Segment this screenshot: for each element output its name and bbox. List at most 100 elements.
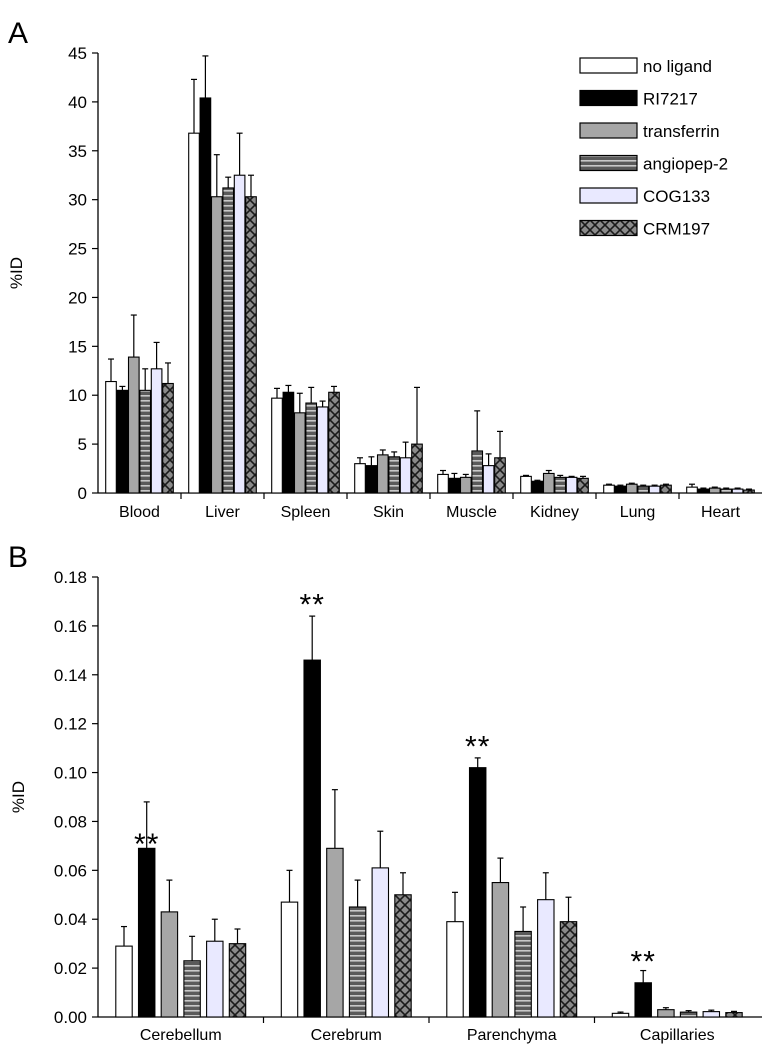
panel-a-y-tick-label: 20 (68, 288, 87, 307)
panel-b-bar-capillaries-crm197 (725, 1012, 743, 1018)
panel-b-bar-cerebellum-angiopep-2 (183, 960, 201, 1018)
panel-b-y-tick-label: 0.00 (54, 1008, 87, 1027)
panel-b-y-tick-label: 0.10 (54, 764, 87, 783)
panel-a-bar-spleen-crm197 (328, 391, 340, 494)
panel-a-bar-muscle-angiopep-2 (471, 450, 484, 494)
panel-a-bar-blood-angiopep-2 (139, 389, 152, 494)
legend-label-cog133: COG133 (643, 187, 710, 206)
panel-a-bar-muscle-cog133 (482, 465, 495, 494)
panel-a-bar-liver-ri7217 (199, 97, 212, 494)
panel-a-bar-spleen-ri7217 (282, 391, 295, 494)
panel-a-bar-blood-no-ligand (105, 380, 117, 494)
panel-a-y-tick-label: 25 (68, 240, 87, 259)
panel-a-bar-lung-transferrin (625, 483, 638, 494)
legend-swatch-no-ligand (579, 57, 638, 74)
panel-a-chart: A %ID 0 5 10 15 20 25 30 35 40 45 Blood Liver Spleen Sk… (7, 17, 762, 521)
panel-a-bar-heart-no-ligand (686, 486, 698, 494)
panel-a-bar-spleen-transferrin (293, 412, 306, 494)
panel-b-category-label-capillaries: Capillaries (640, 1027, 715, 1044)
panel-a-bar-kidney-angiopep-2 (554, 476, 567, 494)
legend-label-crm197: CRM197 (643, 220, 710, 239)
panel-a-category-label-heart: Heart (701, 504, 741, 521)
legend-label-angiopep-2: angiopep-2 (643, 155, 728, 174)
panel-a-category-label-blood: Blood (119, 504, 160, 521)
panel-a-y-tick-label: 15 (68, 337, 87, 356)
panel-a-category-label-liver: Liver (205, 504, 240, 521)
panel-a-bar-kidney-no-ligand (520, 475, 532, 494)
panel-a-bar-skin-ri7217 (365, 465, 378, 494)
panel-a-bar-heart-crm197 (743, 489, 755, 494)
panel-a-y-tick-label: 40 (68, 93, 87, 112)
panel-b-significance-capillaries: ** (631, 945, 656, 978)
panel-b-chart: B %ID 0.00 0.02 0.04 0.06 0.08 0.10 0.12 0.14 0.16… (8, 541, 762, 1044)
panel-a-y-tick-label: 5 (78, 435, 87, 454)
panel-b-y-tick-label: 0.08 (54, 812, 87, 831)
panel-b-y-tick-label: 0.12 (54, 715, 87, 734)
panel-b-bar-cerebellum-ri7217 (137, 847, 156, 1018)
legend-label-no-ligand: no ligand (643, 57, 712, 76)
legend-swatch-crm197 (579, 219, 638, 237)
panel-a-bar-skin-cog133 (399, 457, 412, 494)
panel-b-bar-parenchyma-crm197 (559, 921, 578, 1018)
panel-a-bar-skin-angiopep-2 (388, 456, 401, 494)
panel-b-bar-parenchyma-cog133 (537, 899, 555, 1018)
panel-a-bar-lung-angiopep-2 (637, 485, 650, 494)
panel-a-y-tick-label: 30 (68, 191, 87, 210)
panel-b-letter: B (8, 541, 28, 574)
panel-a-bar-spleen-angiopep-2 (305, 402, 318, 494)
panel-a-y-axis-title: %ID (7, 257, 26, 289)
panel-a-bar-heart-ri7217 (697, 488, 710, 494)
panel-b-bar-parenchyma-transferrin (491, 882, 510, 1018)
panel-a-bar-blood-crm197 (162, 382, 174, 494)
legend-swatch-cog133 (579, 187, 638, 204)
panel-b-y-axis-title: %ID (9, 781, 28, 813)
panel-b-bar-cerebrum-transferrin (326, 847, 344, 1018)
panel-b-y-tick-label: 0.06 (54, 861, 87, 880)
legend-swatch-transferrin (579, 122, 638, 139)
panel-a-bar-muscle-crm197 (494, 457, 506, 494)
panel-a-y-tick-label: 45 (68, 44, 87, 63)
panel-a-category-label-muscle: Muscle (446, 504, 497, 521)
panel-a-bar-liver-cog133 (233, 174, 246, 494)
panel-a-bar-muscle-transferrin (459, 476, 472, 494)
panel-a-category-label-spleen: Spleen (281, 504, 331, 521)
panel-a-bar-liver-crm197 (245, 196, 257, 494)
panel-b-bar-capillaries-cog133 (702, 1011, 721, 1018)
panel-b-bar-cerebrum-ri7217 (303, 659, 321, 1018)
panel-a-bar-blood-ri7217 (116, 389, 129, 494)
panel-b-y-tick-label: 0.02 (54, 959, 87, 978)
panel-a-bar-skin-crm197 (411, 443, 423, 494)
legend-swatch-angiopep-2 (579, 154, 638, 172)
panel-a-bar-heart-angiopep-2 (720, 488, 733, 494)
panel-a-letter: A (8, 17, 28, 50)
panel-a-y-tick-label: 35 (68, 142, 87, 161)
panel-a-bar-spleen-no-ligand (271, 397, 283, 494)
panel-a-bar-lung-ri7217 (614, 485, 627, 494)
panel-b-y-tick-label: 0.04 (54, 910, 87, 929)
panel-a-y-tick-label: 10 (68, 386, 87, 405)
panel-b-bar-parenchyma-ri7217 (468, 767, 487, 1018)
panel-a-bar-blood-cog133 (150, 368, 163, 494)
panel-b-bar-cerebrum-cog133 (371, 867, 390, 1018)
panel-b-bar-capillaries-no-ligand (611, 1012, 630, 1018)
panel-b-bar-capillaries-transferrin (657, 1009, 675, 1018)
panel-b-significance-cerebellum: ** (134, 828, 159, 861)
panel-a-bar-muscle-ri7217 (448, 477, 461, 494)
panel-a-bar-kidney-cog133 (565, 476, 578, 494)
panel-b-bar-parenchyma-angiopep-2 (514, 930, 532, 1018)
panel-b-bar-parenchyma-no-ligand (446, 921, 464, 1018)
panel-a-bar-kidney-transferrin (542, 472, 555, 494)
panel-a-y-tick-label: 0 (78, 484, 87, 503)
panel-a-bar-liver-no-ligand (188, 132, 200, 494)
legend-swatch-ri7217 (579, 89, 638, 107)
panel-b-bar-cerebellum-crm197 (228, 943, 247, 1018)
panel-a-bar-skin-transferrin (376, 454, 389, 494)
panel-a-bar-muscle-no-ligand (437, 473, 449, 494)
panel-a-category-label-kidney: Kidney (530, 504, 579, 521)
panel-a-bar-lung-crm197 (660, 484, 672, 494)
panel-b-category-label-cerebrum: Cerebrum (311, 1027, 382, 1044)
panel-a-bar-blood-transferrin (127, 356, 140, 494)
legend-label-ri7217: RI7217 (643, 90, 698, 109)
panel-b-bar-cerebrum-no-ligand (280, 901, 299, 1018)
panel-b-y-tick-label: 0.16 (54, 617, 87, 636)
